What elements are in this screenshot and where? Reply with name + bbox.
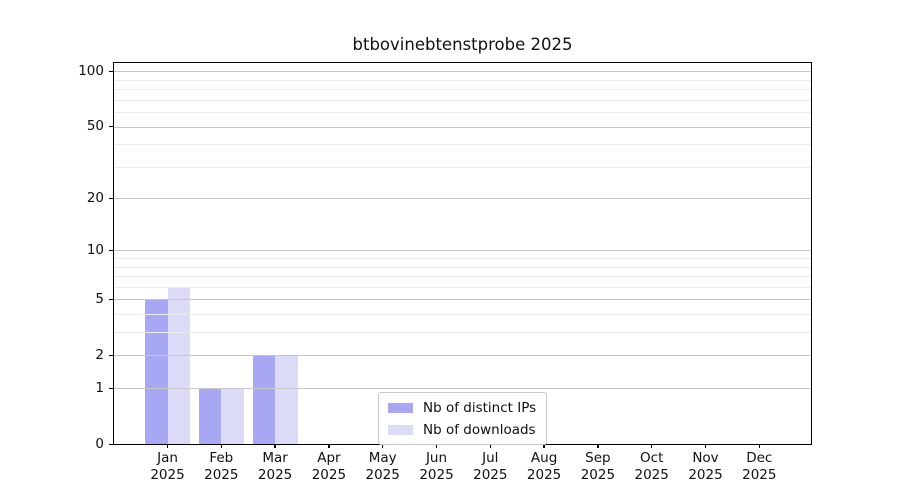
- x-tick-label-sep-2025: Sep 2025: [580, 450, 616, 483]
- x-tick-label-apr-2025: Apr 2025: [311, 450, 347, 483]
- gridline-20: [114, 198, 811, 200]
- gridline-50: [114, 126, 811, 128]
- bar-nb-of-downloads-feb-2025: [221, 388, 244, 444]
- gridline-5: [114, 299, 811, 301]
- gridline-40: [114, 144, 811, 146]
- gridline-4: [114, 314, 811, 316]
- x-tick-label-oct-2025: Oct 2025: [634, 450, 669, 483]
- y-tick-label-0: 0: [95, 435, 104, 452]
- gridline-9: [114, 258, 811, 260]
- chart-title: btbovinebtenstprobe 2025: [352, 35, 573, 54]
- x-tick-label-jun-2025: Jun 2025: [419, 450, 454, 483]
- x-tick-label-jan-2025: Jan 2025: [150, 450, 185, 483]
- y-tick-label-10: 10: [86, 241, 104, 258]
- legend-label-distinct-ips: Nb of distinct IPs: [423, 399, 537, 416]
- y-tick-label-2: 2: [95, 346, 104, 363]
- gridline-100: [114, 71, 811, 73]
- y-tick-label-20: 20: [86, 189, 104, 206]
- y-tick-label-1: 1: [95, 379, 104, 396]
- legend-item-distinct-ips: Nb of distinct IPs: [388, 398, 536, 417]
- legend-swatch-distinct-ips: [388, 402, 413, 413]
- bar-nb-of-downloads-jan-2025: [167, 286, 190, 444]
- gridline-70: [114, 99, 811, 101]
- plot-area: [113, 62, 812, 445]
- bar-nb-of-downloads-mar-2025: [275, 355, 298, 444]
- gridline-30: [114, 166, 811, 168]
- gridline-10: [114, 250, 811, 252]
- bar-nb-of-distinct-ips-jan-2025: [145, 299, 168, 444]
- bar-nb-of-distinct-ips-mar-2025: [252, 355, 276, 444]
- gridline-90: [114, 79, 811, 81]
- legend-label-downloads: Nb of downloads: [423, 421, 536, 438]
- legend-swatch-downloads: [388, 424, 413, 435]
- gridline-7: [114, 276, 811, 278]
- x-tick-label-jul-2025: Jul 2025: [473, 450, 508, 483]
- y-tick-label-50: 50: [86, 118, 104, 135]
- gridline-3: [114, 332, 811, 334]
- x-tick-label-aug-2025: Aug 2025: [526, 450, 562, 483]
- gridline-80: [114, 89, 811, 91]
- gridline-8: [114, 266, 811, 268]
- x-tick-label-mar-2025: Mar 2025: [257, 450, 293, 483]
- gridline-60: [114, 112, 811, 114]
- x-tick-label-feb-2025: Feb 2025: [204, 450, 239, 483]
- bar-nb-of-distinct-ips-feb-2025: [198, 388, 222, 444]
- gridline-2: [114, 355, 811, 357]
- legend-item-downloads: Nb of downloads: [388, 420, 536, 439]
- legend: Nb of distinct IPs Nb of downloads: [378, 392, 548, 445]
- x-tick-label-dec-2025: Dec 2025: [742, 450, 777, 483]
- x-tick-label-may-2025: May 2025: [365, 450, 400, 483]
- gridline-6: [114, 286, 811, 288]
- x-tick-label-nov-2025: Nov 2025: [688, 450, 723, 483]
- y-tick-label-5: 5: [95, 290, 104, 307]
- y-tick-label-100: 100: [78, 62, 104, 79]
